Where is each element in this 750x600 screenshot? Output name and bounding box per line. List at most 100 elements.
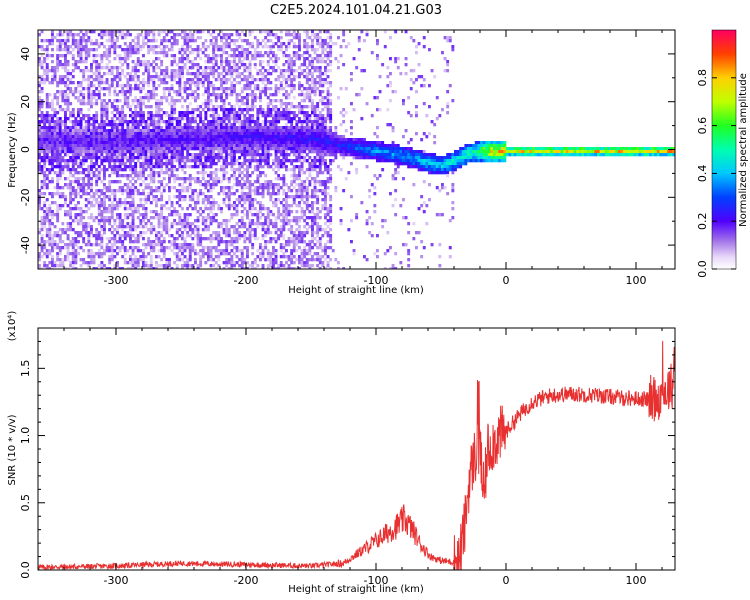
spectrogram-cell	[87, 144, 91, 148]
spectrogram-cell	[233, 183, 236, 187]
spectrogram-cell	[100, 60, 104, 64]
spectrogram-cell	[69, 132, 73, 136]
spectrogram-cell	[274, 150, 278, 154]
spectrogram-cell	[194, 75, 197, 79]
spectrogram-cell	[240, 234, 244, 238]
spectrogram-cell	[61, 42, 65, 46]
spectrogram-cell	[64, 141, 67, 145]
spectrogram-cell	[90, 195, 93, 199]
spectrogram-cell	[204, 198, 208, 202]
spectrogram-cell	[277, 129, 281, 133]
spectrogram-cell	[51, 267, 54, 269]
spectrogram-cell	[87, 225, 91, 229]
spectrogram-cell	[126, 81, 130, 85]
spectrogram-cell	[269, 147, 273, 151]
spectrogram-cell	[77, 150, 80, 154]
spectrogram-cell	[204, 69, 208, 73]
spectrogram-cell	[100, 246, 104, 250]
spectrogram-cell	[92, 138, 96, 142]
spectrogram-cell	[40, 135, 44, 139]
spectrogram-cell	[162, 216, 166, 220]
spectrogram-cell	[285, 261, 288, 265]
spectrogram-cell	[170, 135, 174, 139]
spectrogram-cell	[196, 201, 200, 205]
spectrogram-cell	[173, 60, 177, 64]
spectrogram-cell	[131, 201, 135, 205]
spectrogram-cell	[38, 57, 41, 61]
spectrogram-cell	[212, 72, 216, 76]
spectrogram-cell	[77, 81, 80, 85]
spectrogram-cell	[217, 153, 221, 157]
spectrogram-cell	[116, 228, 119, 232]
spectrogram-cell	[40, 228, 44, 232]
spectrogram-cell	[186, 258, 190, 262]
spectrogram-cell	[116, 141, 119, 145]
spectrogram-cell	[71, 48, 75, 52]
spectrogram-cell	[79, 120, 83, 124]
spectrogram-cell	[194, 57, 197, 61]
spectrogram-cell	[79, 135, 83, 139]
spectrogram-cell	[201, 210, 205, 214]
spectrogram-cell	[266, 222, 270, 226]
spectrogram-cell	[97, 123, 101, 127]
spectrogram-cell	[277, 57, 281, 61]
spectrogram-cell	[261, 123, 265, 127]
spectrogram-cell	[238, 33, 242, 37]
spectrogram-cell	[123, 60, 127, 64]
spectrogram-cell	[48, 102, 52, 106]
spectrogram-cell	[248, 30, 252, 34]
spectrogram-cell	[61, 231, 65, 235]
spectrogram-cell	[253, 231, 257, 235]
spectrogram-cell	[113, 150, 117, 154]
spectrogram-cell	[79, 48, 83, 52]
spectrogram-cell	[105, 237, 109, 241]
spectrogram-cell	[204, 252, 208, 256]
spectrogram-cell	[126, 234, 130, 238]
spectrogram-cell	[188, 186, 192, 190]
spectrogram-cell	[38, 129, 41, 133]
spectrogram-cell	[217, 105, 221, 109]
spectrogram-cell	[274, 219, 278, 223]
spectrogram-cell	[56, 84, 60, 88]
spectrogram-cell	[170, 120, 174, 124]
spectrogram-cell	[142, 135, 145, 139]
spectrogram-cell	[207, 195, 210, 199]
spectrogram-cell	[225, 234, 229, 238]
spectrogram-cell	[168, 132, 171, 136]
spectrogram-cell	[38, 60, 41, 64]
spectrogram-cell	[157, 264, 161, 268]
spectrogram-cell	[53, 120, 57, 124]
spectrogram-cell	[175, 93, 179, 97]
spectrogram-cell	[243, 168, 247, 172]
spectrogram-cell	[157, 162, 161, 166]
spectrogram-cell	[165, 183, 169, 187]
spectrogram-cell	[282, 102, 286, 106]
spectrogram-cell	[191, 138, 195, 142]
spectrogram-cell	[142, 213, 145, 217]
spectrogram-cell	[110, 45, 114, 49]
spectrogram-cell	[238, 147, 242, 151]
spectrogram-cell	[240, 252, 244, 256]
spectrogram-cell	[246, 255, 249, 259]
spectrogram-cell	[188, 252, 192, 256]
spectrogram-cell	[240, 186, 244, 190]
spectrogram-cell	[256, 225, 260, 229]
spectrogram-cell	[100, 150, 104, 154]
spectrogram-cell	[136, 156, 140, 160]
spectrogram-cell	[279, 135, 283, 139]
spectrogram-cell	[79, 159, 83, 163]
spectrogram-cell	[181, 156, 184, 160]
spectrogram-cell	[134, 69, 138, 73]
spectrogram-cell	[48, 228, 52, 232]
spectrogram-cell	[282, 177, 286, 181]
spectrogram-cell	[259, 258, 262, 262]
spectrogram-cell	[58, 264, 62, 268]
spectrogram-cell	[82, 177, 86, 181]
spectrogram-cell	[48, 159, 52, 163]
spectrogram-cell	[157, 111, 161, 115]
spectrogram-cell	[147, 48, 151, 52]
spectrogram-cell	[77, 192, 80, 196]
spectrogram-cell	[285, 219, 288, 223]
spectrogram-cell	[269, 108, 273, 112]
spectrogram-cell	[129, 33, 132, 37]
